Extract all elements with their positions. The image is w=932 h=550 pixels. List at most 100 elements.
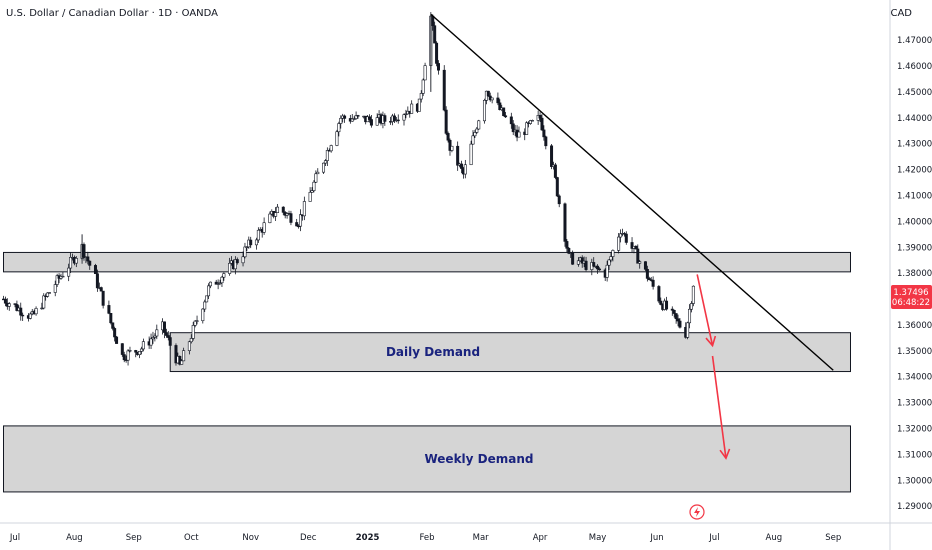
candle bbox=[580, 255, 584, 268]
price-tick-label: 1.36000 bbox=[897, 321, 932, 331]
candle-body-down bbox=[565, 241, 569, 249]
candle-body-up bbox=[155, 329, 159, 337]
candle-body-down bbox=[676, 318, 680, 322]
candle bbox=[643, 261, 647, 272]
candle bbox=[469, 140, 473, 166]
candle bbox=[686, 321, 690, 340]
flash-circle-icon[interactable] bbox=[689, 504, 705, 520]
candle bbox=[101, 290, 105, 309]
candle bbox=[21, 312, 25, 321]
candle-body-down bbox=[95, 273, 99, 289]
candle bbox=[651, 276, 655, 290]
candle bbox=[456, 141, 460, 171]
candle-body-up bbox=[233, 259, 237, 270]
candle-body-up bbox=[314, 173, 318, 183]
candle-body-down bbox=[456, 145, 460, 166]
candle bbox=[47, 291, 51, 294]
candle bbox=[308, 187, 312, 202]
candle bbox=[107, 300, 111, 315]
candle bbox=[553, 162, 557, 180]
candle bbox=[187, 340, 191, 355]
candle-body-up bbox=[218, 282, 222, 284]
candle bbox=[645, 265, 649, 282]
candle-body-up bbox=[7, 303, 11, 307]
candle bbox=[120, 343, 124, 357]
candle bbox=[463, 159, 467, 179]
candle bbox=[550, 144, 554, 170]
candle bbox=[611, 249, 615, 262]
candle bbox=[109, 313, 113, 325]
candle-body-down bbox=[392, 115, 396, 122]
candle bbox=[61, 271, 65, 278]
candle bbox=[504, 112, 508, 118]
candle bbox=[419, 90, 423, 103]
candle-body-up bbox=[191, 325, 195, 339]
candle bbox=[302, 196, 306, 221]
candle bbox=[189, 334, 193, 344]
candle bbox=[396, 114, 400, 124]
candle bbox=[46, 292, 50, 298]
candle bbox=[665, 296, 669, 311]
candle-body-up bbox=[139, 348, 143, 352]
candle-body-up bbox=[189, 338, 193, 343]
candle-body-up bbox=[530, 120, 534, 122]
candle-body-down bbox=[82, 244, 86, 258]
candle-body-up bbox=[299, 214, 303, 227]
candle bbox=[254, 237, 258, 250]
candle bbox=[584, 256, 588, 272]
candle-body-down bbox=[15, 304, 19, 311]
candle-body-down bbox=[120, 343, 124, 355]
candle-body-up bbox=[482, 100, 486, 122]
candle-body-up bbox=[187, 341, 191, 351]
candle bbox=[502, 107, 506, 117]
time-tick-label: Aug bbox=[766, 533, 783, 543]
candle bbox=[233, 256, 237, 275]
projection-arrow-1 bbox=[711, 355, 731, 460]
candle bbox=[111, 322, 115, 331]
last-price-tag[interactable]: 1.37496 06:48:22 bbox=[891, 285, 932, 309]
candle bbox=[93, 263, 97, 275]
candle-body-down bbox=[596, 265, 600, 270]
candle-body-down bbox=[162, 321, 166, 333]
candle-body-up bbox=[302, 201, 306, 217]
candle-body-down bbox=[343, 115, 347, 119]
time-tick-label: Nov bbox=[242, 533, 259, 543]
candle bbox=[168, 332, 172, 350]
candle-body-up bbox=[268, 213, 272, 224]
candle-body-down bbox=[624, 233, 628, 243]
time-axis-labels: Jul Aug Sep Oct Nov Dec 2025 Feb Mar Apr May Jun Jul… bbox=[9, 533, 841, 543]
candle bbox=[530, 119, 534, 122]
candle bbox=[7, 302, 11, 311]
candle bbox=[446, 131, 450, 143]
candle bbox=[162, 321, 166, 339]
candle-body-up bbox=[316, 171, 320, 175]
candle bbox=[34, 306, 38, 316]
candle-body-down bbox=[21, 314, 25, 317]
candle bbox=[88, 260, 92, 270]
candle-body-up bbox=[611, 250, 615, 257]
candle bbox=[128, 346, 132, 353]
candle-body-down bbox=[122, 354, 126, 361]
candle bbox=[19, 302, 23, 321]
candle-body-down bbox=[542, 129, 546, 138]
candle bbox=[55, 273, 59, 288]
candle-body-up bbox=[53, 284, 57, 293]
time-tick-label: Mar bbox=[473, 533, 490, 543]
candle-body-up bbox=[402, 114, 406, 121]
time-tick-label: Feb bbox=[419, 533, 434, 543]
candle-body-up bbox=[350, 118, 354, 122]
candle-body-up bbox=[222, 273, 226, 278]
price-tick-label: 1.38000 bbox=[897, 269, 932, 279]
currency-label[interactable]: CAD bbox=[890, 8, 912, 19]
candle-body-down bbox=[634, 245, 638, 250]
candle-body-down bbox=[567, 247, 571, 254]
candle bbox=[337, 121, 341, 137]
candle-body-down bbox=[555, 177, 559, 197]
candle-body-down bbox=[235, 259, 239, 264]
candle bbox=[249, 236, 253, 249]
candle bbox=[417, 98, 421, 112]
candle bbox=[482, 98, 486, 124]
zone-label-2: Weekly Demand bbox=[424, 452, 533, 466]
